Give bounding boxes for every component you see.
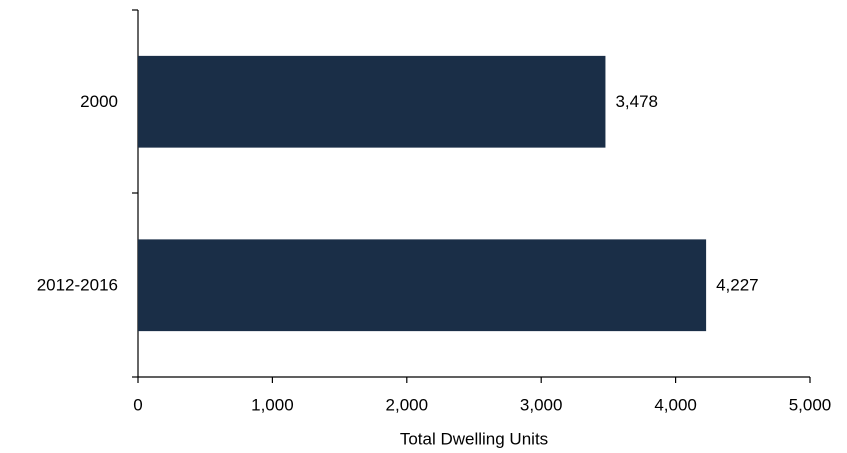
x-tick-label: 3,000	[520, 395, 563, 414]
bar	[138, 239, 707, 332]
y-tick-label: 2012-2016	[37, 276, 118, 295]
x-axis-label: Total Dwelling Units	[400, 429, 548, 448]
value-label: 4,227	[716, 276, 759, 295]
x-tick-label: 4,000	[654, 395, 697, 414]
x-tick-label: 5,000	[789, 395, 832, 414]
y-tick-label: 2000	[80, 92, 118, 111]
bar	[138, 55, 606, 148]
x-tick-label: 1,000	[251, 395, 294, 414]
value-label: 3,478	[615, 92, 658, 111]
x-tick-label: 2,000	[386, 395, 429, 414]
x-tick-label: 0	[133, 395, 142, 414]
